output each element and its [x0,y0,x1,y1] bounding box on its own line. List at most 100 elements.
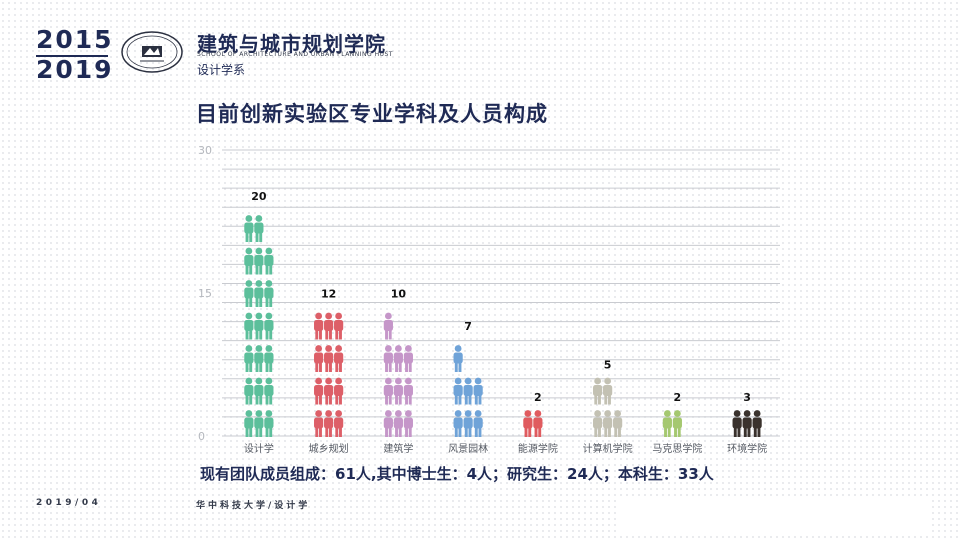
data-label: 12 [321,288,336,301]
department-name: 设计学系 [197,63,246,77]
year-divider [36,55,108,57]
person-icon [244,410,254,437]
person-icon [752,410,762,437]
category-label: 环境学院 [727,442,767,455]
data-label: 2 [674,391,682,404]
university-seal-icon [121,31,183,73]
category-label: 建筑学 [383,442,413,455]
person-icon [244,377,254,405]
person-icon [613,410,623,437]
person-icon [254,312,264,340]
person-icon [403,377,413,405]
person-icon [264,410,274,437]
bar-5 [523,410,543,437]
person-icon [732,410,742,437]
person-icon [662,410,672,437]
year-end: 2019 [36,55,114,84]
person-icon [383,410,393,437]
person-icon [533,410,543,437]
person-icon [314,345,324,372]
person-icon [453,410,463,437]
person-icon [264,377,274,405]
team-summary: 现有团队成员组成：61人,其中博士生：4人；研究生：24人；本科生：33人 [200,465,714,483]
footer-organization: 华中科技大学/设计学 [196,501,311,511]
category-label: 计算机学院 [583,442,633,455]
person-icon [254,410,264,437]
bar-8 [732,410,762,437]
category-label: 能源学院 [518,442,558,455]
person-icon [603,410,613,437]
person-icon [453,345,463,372]
person-icon [244,247,254,275]
person-icon [254,377,264,405]
person-icon [244,345,254,372]
pictograph-bar-chart: 0 15 30 20 设计学 12 城乡规划 10 建筑学 7 风景园林 2 能源学院 5 计算机学院 2 马克… [198,144,780,455]
person-icon [593,377,603,405]
person-icon [254,280,264,307]
bar-1 [244,215,274,437]
person-icon [334,312,344,340]
person-icon [334,345,344,372]
person-icon [523,410,533,437]
bar-4 [453,345,483,437]
person-icon [244,215,254,242]
data-label: 7 [464,320,472,333]
person-icon [314,377,324,405]
person-icon [403,410,413,437]
bar-6 [593,377,623,437]
bar-7 [662,410,682,437]
person-icon [314,410,324,437]
bar-2 [314,312,344,437]
data-label: 20 [251,190,267,203]
school-name-english: SCHOOL OF ARCHITECTURE AND URBAN PLANNIN… [197,51,393,58]
person-icon [393,345,403,372]
y-tick-label: 0 [198,430,205,443]
person-icon [463,377,473,405]
person-icon [383,377,393,405]
person-icon [473,377,483,405]
year-start: 2015 [36,25,114,54]
person-icon [453,377,463,405]
person-icon [324,345,334,372]
category-label: 风景园林 [448,442,488,455]
person-icon [383,345,393,372]
person-icon [742,410,752,437]
category-label: 设计学 [244,442,274,455]
data-label: 10 [391,288,407,301]
person-icon [463,410,473,437]
data-label: 3 [743,391,751,404]
category-label: 城乡规划 [309,442,349,455]
person-icon [672,410,682,437]
person-icon [473,410,483,437]
person-icon [264,312,274,340]
person-icon [264,247,274,275]
person-icon [254,215,264,242]
person-icon [334,410,344,437]
person-icon [393,410,403,437]
footer-date: 2019/04 [36,498,102,508]
category-label: 马克思学院 [652,442,702,455]
data-label: 5 [604,359,612,372]
person-icon [593,410,603,437]
page-title: 目前创新实验区专业学科及人员构成 [196,102,548,126]
person-icon [603,377,613,405]
person-icon [254,345,264,372]
person-icon [264,345,274,372]
data-label: 2 [534,391,542,404]
y-tick-label: 30 [198,144,212,157]
person-icon [264,280,274,307]
y-tick-label: 15 [198,287,212,300]
bar-3 [383,312,413,437]
person-icon [383,312,393,340]
person-icon [324,377,334,405]
person-icon [254,247,264,275]
person-icon [244,280,254,307]
blank-panel [620,500,932,536]
school-name: 建筑与城市规划学院 [197,32,386,56]
person-icon [334,377,344,405]
person-icon [324,312,334,340]
person-icon [403,345,413,372]
person-icon [314,312,324,340]
person-icon [393,377,403,405]
person-icon [244,312,254,340]
